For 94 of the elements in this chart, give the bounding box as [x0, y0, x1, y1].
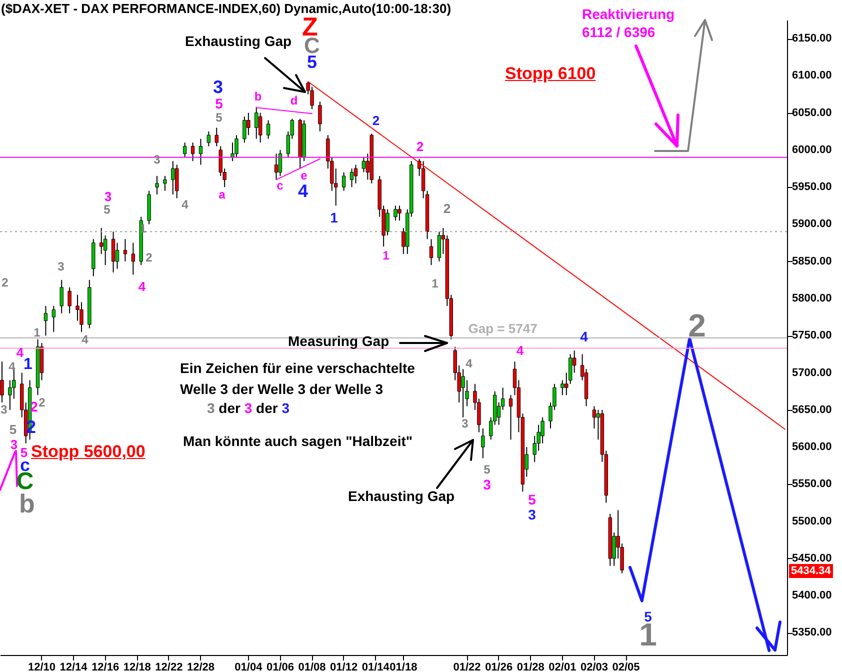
annotation: 4 [466, 356, 472, 371]
y-tick-label: 5400.00 [792, 590, 832, 602]
annotation: 2 [416, 138, 424, 154]
x-tick-label: 12/22 [155, 662, 183, 672]
annotation: a [218, 187, 226, 202]
chart-title: ($DAX-XET - DAX PERFORMANCE-INDEX,60) Dynamic,Auto(10:00-18:30) [1, 1, 452, 16]
annotation: 2 [146, 250, 152, 265]
x-tick-label: 01/08 [298, 662, 326, 672]
annotation: b [19, 488, 35, 519]
x-tick-label: 02/05 [612, 662, 640, 672]
annotation: 3 [483, 476, 491, 493]
annotation: 4 [138, 278, 146, 294]
y-tick-label: 5950.00 [792, 181, 832, 194]
y-tick-label: 6050.00 [792, 106, 832, 119]
x-tick-label: 01/28 [516, 662, 544, 672]
annotation: e [300, 168, 308, 183]
annotation: 4 [580, 328, 588, 345]
annotation: 6112 / 6396 [582, 24, 656, 40]
annotation: 1 [140, 221, 146, 236]
annotation: Measuring Gap [288, 333, 390, 350]
annotation: 4 [182, 197, 188, 212]
annotation: 2 [26, 417, 36, 438]
annotation: 3 [528, 506, 536, 523]
y-tick-label: 5900.00 [792, 218, 832, 230]
annotation: 1 [330, 209, 338, 226]
y-tick-label: 5800.00 [792, 292, 832, 305]
x-tick-label: 12/16 [92, 662, 120, 672]
x-tick-label: 12/10 [28, 662, 56, 672]
annotation: 1 [24, 356, 32, 374]
annotation: Stopp 6100 [505, 64, 596, 84]
y-tick-label: 5500.00 [792, 515, 832, 528]
x-tick-label: 01/04 [234, 662, 264, 672]
annotation: 5 [104, 202, 110, 217]
annotation: 5 [528, 491, 536, 508]
annotation: 4 [8, 359, 16, 374]
annotation: 2 [38, 395, 46, 410]
x-tick-label: 02/03 [580, 662, 608, 672]
annotation: 5 [484, 462, 490, 477]
annotation: Stopp 5600,00 [31, 442, 146, 462]
y-tick-label: 6100.00 [792, 70, 832, 82]
annotation: 3 [462, 416, 468, 431]
y-tick-label: 5850.00 [792, 255, 832, 268]
annotation: 3 [104, 188, 112, 204]
annotation: 3 der 3 der 3 [207, 400, 290, 416]
x-tick-label: 01/18 [390, 662, 418, 672]
annotation: Exhausting Gap [348, 488, 455, 504]
text: 5434.34 [789, 564, 833, 578]
y-tick-label: 5750.00 [792, 330, 832, 342]
annotation: 5 [9, 422, 17, 438]
y-tick-label: 5600.00 [792, 441, 832, 454]
annotation: 4 [298, 181, 308, 202]
annotation: Man könnte auch sagen "Halbzeit" [183, 433, 413, 450]
annotation: 5 [644, 608, 652, 624]
annotation: 1 [34, 325, 40, 340]
annotation: Exhausting Gap [185, 33, 292, 50]
annotation: 5 [216, 110, 222, 125]
y-tick-label: 5450.00 [792, 552, 832, 564]
annotation: 3 [0, 402, 8, 417]
annotation: b [254, 89, 262, 104]
x-tick-label: 01/12 [330, 662, 358, 672]
annotation: Welle 3 der Welle 3 der Welle 3 [180, 381, 384, 398]
x-tick-label: 01/26 [485, 662, 513, 672]
annotation: 3 [10, 436, 18, 452]
x-tick-label: 01/06 [266, 662, 294, 672]
annotation: Ein Zeichen für eine verschachtelte [180, 360, 415, 376]
annotation: 1 [432, 276, 438, 291]
annotation: 2 [372, 112, 380, 128]
annotation: 5 [215, 95, 223, 112]
annotation: 4 [516, 342, 524, 358]
x-tick-label: 12/14 [60, 662, 88, 672]
x-tick-label: 12/28 [186, 662, 214, 672]
y-tick-label: 6000.00 [792, 144, 832, 156]
annotation: d [290, 93, 298, 108]
x-tick-label: 12/18 [123, 662, 151, 672]
y-tick-label: 5550.00 [792, 478, 832, 490]
y-tick-label: 5650.00 [792, 404, 832, 416]
annotation: 2 [443, 200, 451, 216]
annotation: 5 [307, 52, 317, 73]
annotation: 1 [382, 248, 390, 263]
x-tick-label: 01/22 [453, 662, 481, 672]
annotation: 3 [212, 77, 224, 98]
annotation: c [276, 178, 284, 193]
annotation: 3 [58, 259, 64, 274]
annotation: 2 [2, 275, 8, 290]
y-tick-label: 5350.00 [792, 626, 832, 639]
x-tick-label: 01/14 [362, 662, 390, 672]
y-tick-label: 6150.00 [792, 32, 832, 45]
annotation: Reaktivierung [582, 6, 675, 22]
annotation: 4 [16, 344, 24, 360]
x-tick-label: 02/01 [548, 662, 576, 672]
y-tick-label: 5700.00 [792, 366, 832, 379]
annotation: 2 [688, 307, 706, 344]
annotation: 5 [20, 444, 28, 460]
ref-line-label: Gap = 5747 [468, 320, 538, 336]
